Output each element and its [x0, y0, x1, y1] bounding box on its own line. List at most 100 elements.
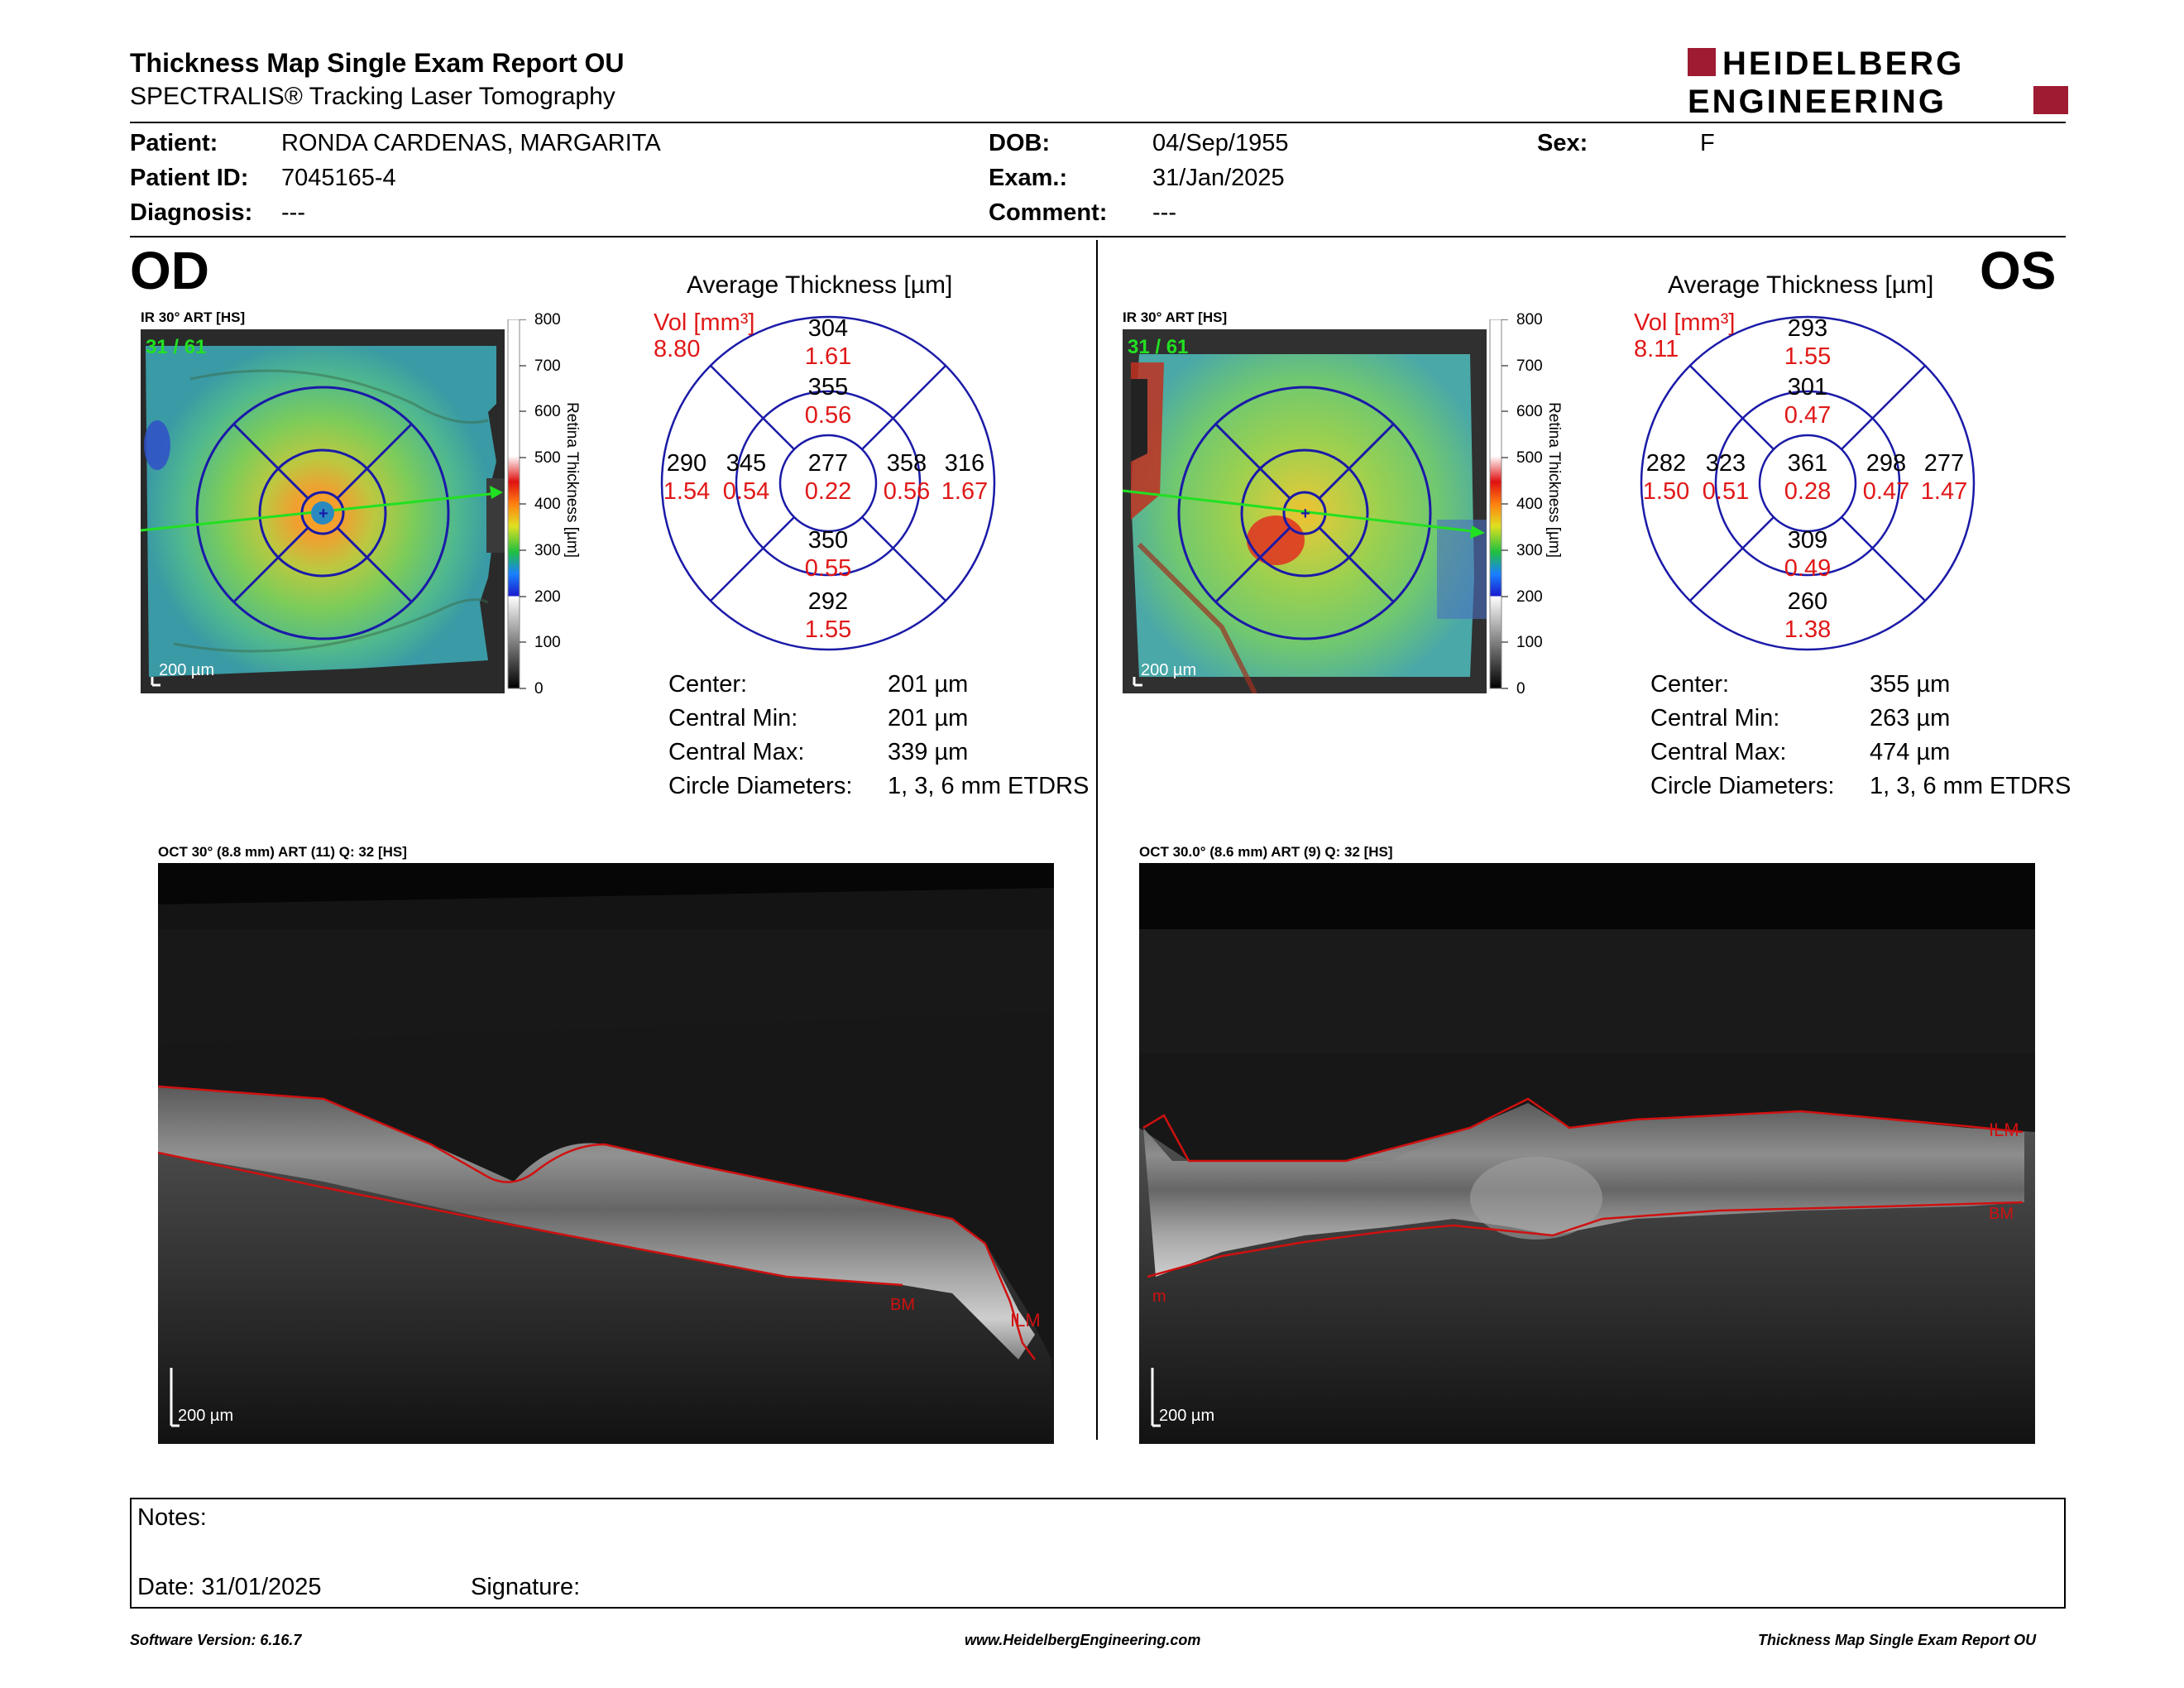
eye-label-od: OD [130, 241, 209, 300]
od-stat-value: 339 µm [888, 739, 969, 765]
od-oct-scan: BM ILM 200 µm [158, 863, 1054, 1444]
os-outer-bottom-thickness: 260 [1787, 588, 1828, 615]
od-etdrs-chart: 304 1.61 355 0.56 290 1.54 345 0.54 277 … [660, 315, 996, 651]
od-colorbar-tick: 500 [534, 449, 561, 467]
od-stat-label: Circle Diameters: [668, 773, 853, 799]
od-oct-ilm-label: ILM [1010, 1310, 1041, 1331]
patient-id: 7045165-4 [281, 165, 396, 191]
os-oct-caption: OCT 30.0° (8.6 mm) ART (9) Q: 32 [HS] [1139, 844, 1393, 860]
notes-label: Notes: [137, 1504, 207, 1531]
od-outer-right-thickness: 316 [944, 450, 985, 477]
od-fundus-caption: IR 30° ART [HS] [141, 309, 246, 325]
svg-text:+: + [318, 505, 328, 523]
od-vol-label: Vol [mm³] [654, 309, 755, 336]
od-inner-top-volume: 0.56 [804, 402, 852, 429]
patient-label: Patient: [130, 130, 218, 156]
os-outer-left-volume: 1.50 [1642, 478, 1690, 505]
od-oct-caption: OCT 30° (8.8 mm) ART (11) Q: 32 [HS] [158, 844, 407, 860]
od-outer-top-volume: 1.61 [804, 343, 852, 370]
patient-name: RONDA CARDENAS, MARGARITA [281, 130, 661, 156]
date-label: Date: 31/01/2025 [137, 1574, 322, 1600]
os-colorbar-tick: 800 [1516, 311, 1543, 328]
os-oct-scale: 200 µm [1159, 1407, 1214, 1425]
os-inner-top-thickness: 301 [1787, 374, 1828, 400]
eye-label-os: OS [1980, 241, 2057, 300]
os-colorbar-tick: 600 [1516, 403, 1543, 420]
os-thickness-map: + 31 / 61 200 µm [1123, 329, 1487, 693]
footer-report-name: Thickness Map Single Exam Report OU [1758, 1632, 2037, 1648]
os-map-scale: 200 µm [1141, 661, 1196, 679]
os-outer-top-volume: 1.55 [1784, 343, 1832, 370]
diagnosis-label: Diagnosis: [130, 199, 253, 226]
os-colorbar-label: Retina Thickness [µm] [1545, 402, 1563, 558]
od-frame-counter: 31 / 61 [146, 336, 206, 358]
od-colorbar-tick: 600 [534, 403, 561, 420]
dob-label: DOB: [989, 130, 1051, 156]
notes-box[interactable]: Notes: Date: 31/01/2025 Signature: [130, 1498, 2066, 1609]
os-inner-right-volume: 0.47 [1862, 478, 1910, 505]
od-colorbar-tick: 800 [534, 311, 561, 328]
comment-label: Comment: [989, 199, 1108, 226]
od-stat-label: Central Max: [668, 739, 805, 765]
od-oct-bm-label: BM [890, 1296, 915, 1314]
od-stat-label: Central Min: [668, 705, 798, 731]
os-oct-ilm-label: ILM [1989, 1120, 2019, 1140]
od-inner-bottom-volume: 0.55 [804, 555, 852, 582]
os-stat-label: Circle Diameters: [1650, 773, 1835, 799]
od-stat-value: 201 µm [888, 671, 969, 698]
od-inner-left-volume: 0.54 [722, 478, 770, 505]
sex-label: Sex: [1537, 130, 1588, 156]
od-colorbar-tick: 700 [534, 357, 561, 375]
os-stat-value: 1, 3, 6 mm ETDRS [1870, 773, 2071, 799]
od-center-volume: 0.22 [804, 478, 852, 505]
patient-id-label: Patient ID: [130, 165, 249, 191]
od-stat-label: Center: [668, 671, 748, 698]
os-vol-value: 8.11 [1634, 336, 1679, 362]
od-outer-bottom-thickness: 292 [807, 588, 849, 615]
comment-value: --- [1152, 199, 1176, 226]
os-center-volume: 0.28 [1784, 478, 1832, 505]
od-outer-left-volume: 1.54 [663, 478, 711, 505]
os-inner-right-thickness: 298 [1866, 450, 1907, 477]
svg-text:+: + [1300, 505, 1310, 523]
od-vol-value: 8.80 [654, 336, 701, 362]
od-thickness-map: + 31 / 61 200 µm [141, 329, 505, 693]
od-colorbar-tick: 300 [534, 542, 561, 559]
header-divider [130, 122, 2066, 123]
patient-divider [130, 236, 2066, 237]
os-colorbar-tick: 700 [1516, 357, 1543, 375]
os-colorbar-tick: 400 [1516, 496, 1543, 513]
os-avg-title: Average Thickness [µm] [1668, 271, 1934, 299]
os-center-thickness: 361 [1787, 450, 1828, 477]
exam-label: Exam.: [989, 165, 1068, 191]
report-subtitle: SPECTRALIS® Tracking Laser Tomography [130, 83, 615, 110]
report-title: Thickness Map Single Exam Report OU [130, 48, 625, 78]
heidelberg-logo: HEIDELBERG ENGINEERING [1688, 46, 2072, 120]
os-color-scale: 800 700 600 500 400 300 200 100 0 Retina… [1488, 311, 1571, 700]
dob-value: 04/Sep/1955 [1152, 130, 1289, 156]
od-inner-right-volume: 0.56 [883, 478, 931, 505]
website-link[interactable]: www.HeidelbergEngineering.com [965, 1632, 1201, 1648]
os-oct-bm-label: BM [1989, 1205, 2014, 1223]
exam-value: 31/Jan/2025 [1152, 165, 1285, 191]
od-colorbar-tick: 0 [534, 680, 544, 698]
os-oct-scan: ILM BM m 200 µm [1139, 863, 2035, 1444]
od-inner-left-thickness: 345 [726, 450, 767, 477]
os-stat-label: Central Min: [1650, 705, 1780, 731]
os-map-grid [1177, 386, 1432, 640]
od-outer-bottom-volume: 1.55 [804, 616, 852, 643]
os-inner-left-volume: 0.51 [1702, 478, 1750, 505]
od-colorbar-label: Retina Thickness [µm] [563, 402, 581, 558]
os-inner-bottom-thickness: 309 [1787, 527, 1828, 554]
eye-divider [1096, 240, 1098, 1440]
software-version: Software Version: 6.16.7 [130, 1632, 302, 1648]
os-colorbar-tick: 200 [1516, 588, 1543, 606]
os-frame-counter: 31 / 61 [1128, 336, 1188, 358]
od-avg-title: Average Thickness [µm] [687, 271, 953, 299]
os-stat-label: Center: [1650, 671, 1730, 698]
od-stat-value: 201 µm [888, 705, 969, 731]
od-inner-top-thickness: 355 [807, 374, 849, 400]
od-center-thickness: 277 [807, 450, 849, 477]
od-inner-right-thickness: 358 [886, 450, 927, 477]
svg-text:ENGINEERING: ENGINEERING [1688, 84, 1947, 117]
